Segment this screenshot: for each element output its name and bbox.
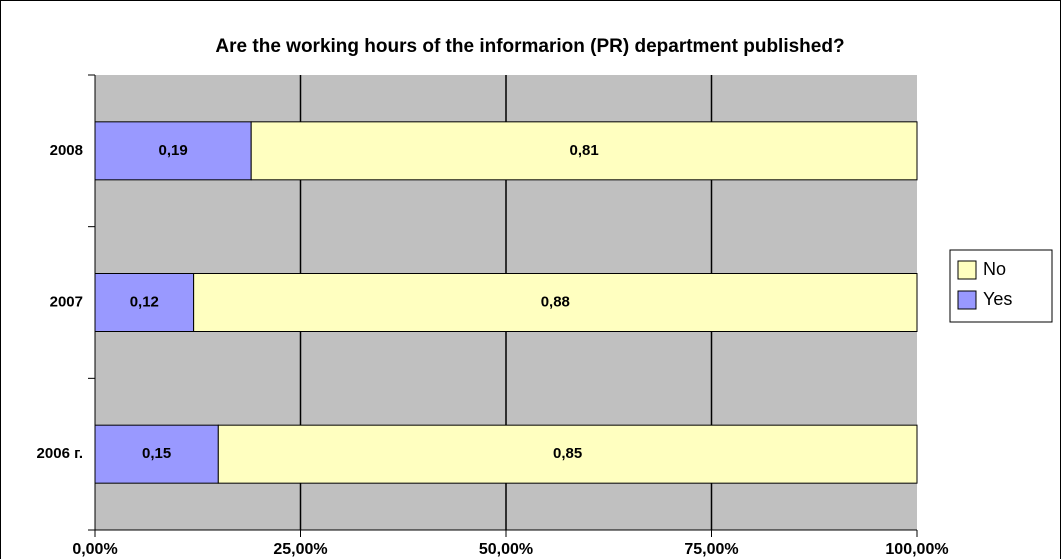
bar-segment xyxy=(94,273,195,332)
x-tick-label: 100,00% xyxy=(885,541,948,558)
x-tick-label: 50,00% xyxy=(479,541,533,558)
y-tick-label: 2008 xyxy=(50,142,83,159)
y-tick-label: 2007 xyxy=(50,293,83,310)
data-label: 0,12 xyxy=(130,293,159,310)
x-tick-label: 25,00% xyxy=(273,541,327,558)
legend-label: Yes xyxy=(983,289,1012,309)
x-tick-label: 75,00% xyxy=(684,541,738,558)
data-label: 0,19 xyxy=(158,142,187,159)
legend-swatch xyxy=(957,260,977,280)
bar-segment xyxy=(217,424,918,484)
legend-swatch xyxy=(957,290,977,310)
chart-title: Are the working hours of the informarion… xyxy=(215,36,844,57)
bar-segment xyxy=(94,121,252,181)
legend-label: No xyxy=(983,259,1006,279)
y-tick-label: 2006 г. xyxy=(37,445,83,462)
x-tick-label: 0,00% xyxy=(72,541,117,558)
data-label: 0,15 xyxy=(142,445,171,462)
data-label: 0,81 xyxy=(569,142,598,159)
bar-segment xyxy=(250,121,918,181)
data-label: 0,88 xyxy=(541,293,570,310)
bar-segment xyxy=(193,273,918,332)
data-label: 0,85 xyxy=(553,445,582,462)
